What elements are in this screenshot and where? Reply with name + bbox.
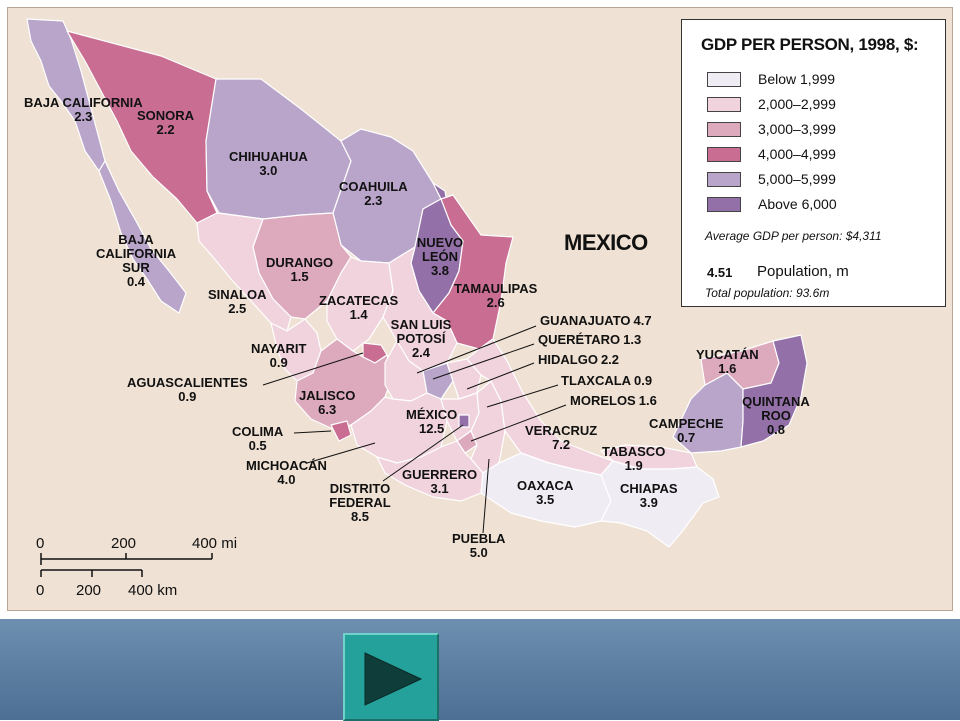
legend-population-sample: 4.51 xyxy=(707,265,733,280)
label-puebla: PUEBLA 5.0 xyxy=(452,531,506,560)
state-zacatecas xyxy=(326,256,394,352)
label-zacatecas: ZACATECAS 1.4 xyxy=(319,293,399,322)
legend-swatch xyxy=(707,147,741,162)
state-colima xyxy=(330,420,352,442)
legend-swatch xyxy=(707,122,741,137)
legend-swatch xyxy=(707,172,741,187)
next-slide-button[interactable] xyxy=(343,633,439,721)
label-aguascalientes: AGUASCALIENTES 0.9 xyxy=(127,375,248,404)
label-hidalgo: HIDALGO 2.2 xyxy=(538,352,620,367)
legend-population-label: Population, m xyxy=(757,263,849,280)
state-quintana-roo xyxy=(740,334,808,448)
scale-km-400: 400 km xyxy=(128,582,178,599)
label-michoacan: MICHOACÁN 4.0 xyxy=(246,458,327,487)
label-colima: COLIMA 0.5 xyxy=(232,424,284,453)
label-distrito-federal: DISTRITO FEDERAL 8.5 xyxy=(329,481,391,524)
label-quintana-roo: QUINTANA ROO 0.8 xyxy=(742,394,810,437)
legend-total-population: Total population: 93.6m xyxy=(705,286,830,300)
legend-label: Above 6,000 xyxy=(758,196,837,212)
state-san-luis-potosi xyxy=(382,246,458,372)
scale-mi-0: 0 xyxy=(36,535,45,552)
label-durango: DURANGO 1.5 xyxy=(266,255,334,284)
label-oaxaca: OAXACA 3.5 xyxy=(517,478,574,507)
state-sinaloa xyxy=(196,212,292,332)
legend-swatch xyxy=(707,72,741,87)
legend-average: Average GDP per person: $4,311 xyxy=(705,229,882,243)
map-frame: BAJA CALIFORNIA 2.3 SONORA 2.2 CHIHUAHUA 3.… xyxy=(7,7,953,611)
legend-swatch xyxy=(707,197,741,212)
label-baja-california: BAJA CALIFORNIA 2.3 xyxy=(24,95,143,124)
label-veracruz: VERACRUZ 7.2 xyxy=(525,423,598,452)
label-jalisco: JALISCO 6.3 xyxy=(299,388,356,417)
state-distrito-federal xyxy=(458,414,470,428)
state-baja-california-sur xyxy=(98,160,187,314)
legend-label: Below 1,999 xyxy=(758,71,836,87)
scale-bar xyxy=(40,553,213,577)
label-chiapas: CHIAPAS 3.9 xyxy=(620,481,678,510)
label-yucatan: YUCATÁN 1.6 xyxy=(696,347,759,376)
legend-label: 2,000–2,999 xyxy=(758,96,836,112)
navigation-bar xyxy=(0,619,960,721)
scale-km-0: 0 xyxy=(36,582,45,599)
label-campeche: CAMPECHE 0.7 xyxy=(649,416,724,445)
label-queretaro: QUERÉTARO 1.3 xyxy=(538,332,642,347)
label-tlaxcala: TLAXCALA 0.9 xyxy=(561,373,653,388)
legend-swatch xyxy=(707,97,741,112)
state-chiapas xyxy=(600,460,720,548)
label-morelos: MORELOS 1.6 xyxy=(570,393,657,408)
label-mexico: MÉXICO 12.5 xyxy=(406,407,458,436)
play-triangle-icon xyxy=(364,652,423,706)
state-guerrero xyxy=(376,440,484,502)
state-queretaro xyxy=(422,362,454,400)
country-title: MEXICO xyxy=(564,230,648,255)
scale-mi-200: 200 xyxy=(111,535,137,552)
map-legend: GDP PER PERSON, 1998, $: Below 1,999 2,0… xyxy=(681,19,946,307)
leader-lines xyxy=(262,325,567,534)
label-guanajuato: GUANAJUATO 4.7 xyxy=(540,313,652,328)
state-tamaulipas xyxy=(432,194,514,350)
label-sinaloa: SINALOA 2.5 xyxy=(208,287,267,316)
legend-label: 3,000–3,999 xyxy=(758,121,836,137)
label-san-luis-potosi: SAN LUIS POTOSÍ 2.4 xyxy=(390,317,452,360)
label-coahuila: COAHUILA 2.3 xyxy=(339,179,408,208)
label-nuevo-leon: NUEVO LEÓN 3.8 xyxy=(416,235,464,278)
mexico-map xyxy=(26,18,808,577)
label-guerrero: GUERRERO 3.1 xyxy=(402,467,478,496)
label-nayarit: NAYARIT 0.9 xyxy=(251,341,307,370)
scale-mi-400: 400 mi xyxy=(192,535,238,552)
label-sonora: SONORA 2.2 xyxy=(137,108,195,137)
label-tamaulipas: TAMAULIPAS 2.6 xyxy=(454,281,538,310)
legend-label: 5,000–5,999 xyxy=(758,171,836,187)
legend-label: 4,000–4,999 xyxy=(758,146,836,162)
scale-km-200: 200 xyxy=(76,582,102,599)
label-chihuahua: CHIHUAHUA 3.0 xyxy=(229,149,308,178)
label-baja-california-sur: BAJA CALIFORNIA SUR 0.4 xyxy=(96,232,177,289)
legend-title: GDP PER PERSON, 1998, $: xyxy=(701,35,919,54)
label-tabasco: TABASCO 1.9 xyxy=(602,444,666,473)
